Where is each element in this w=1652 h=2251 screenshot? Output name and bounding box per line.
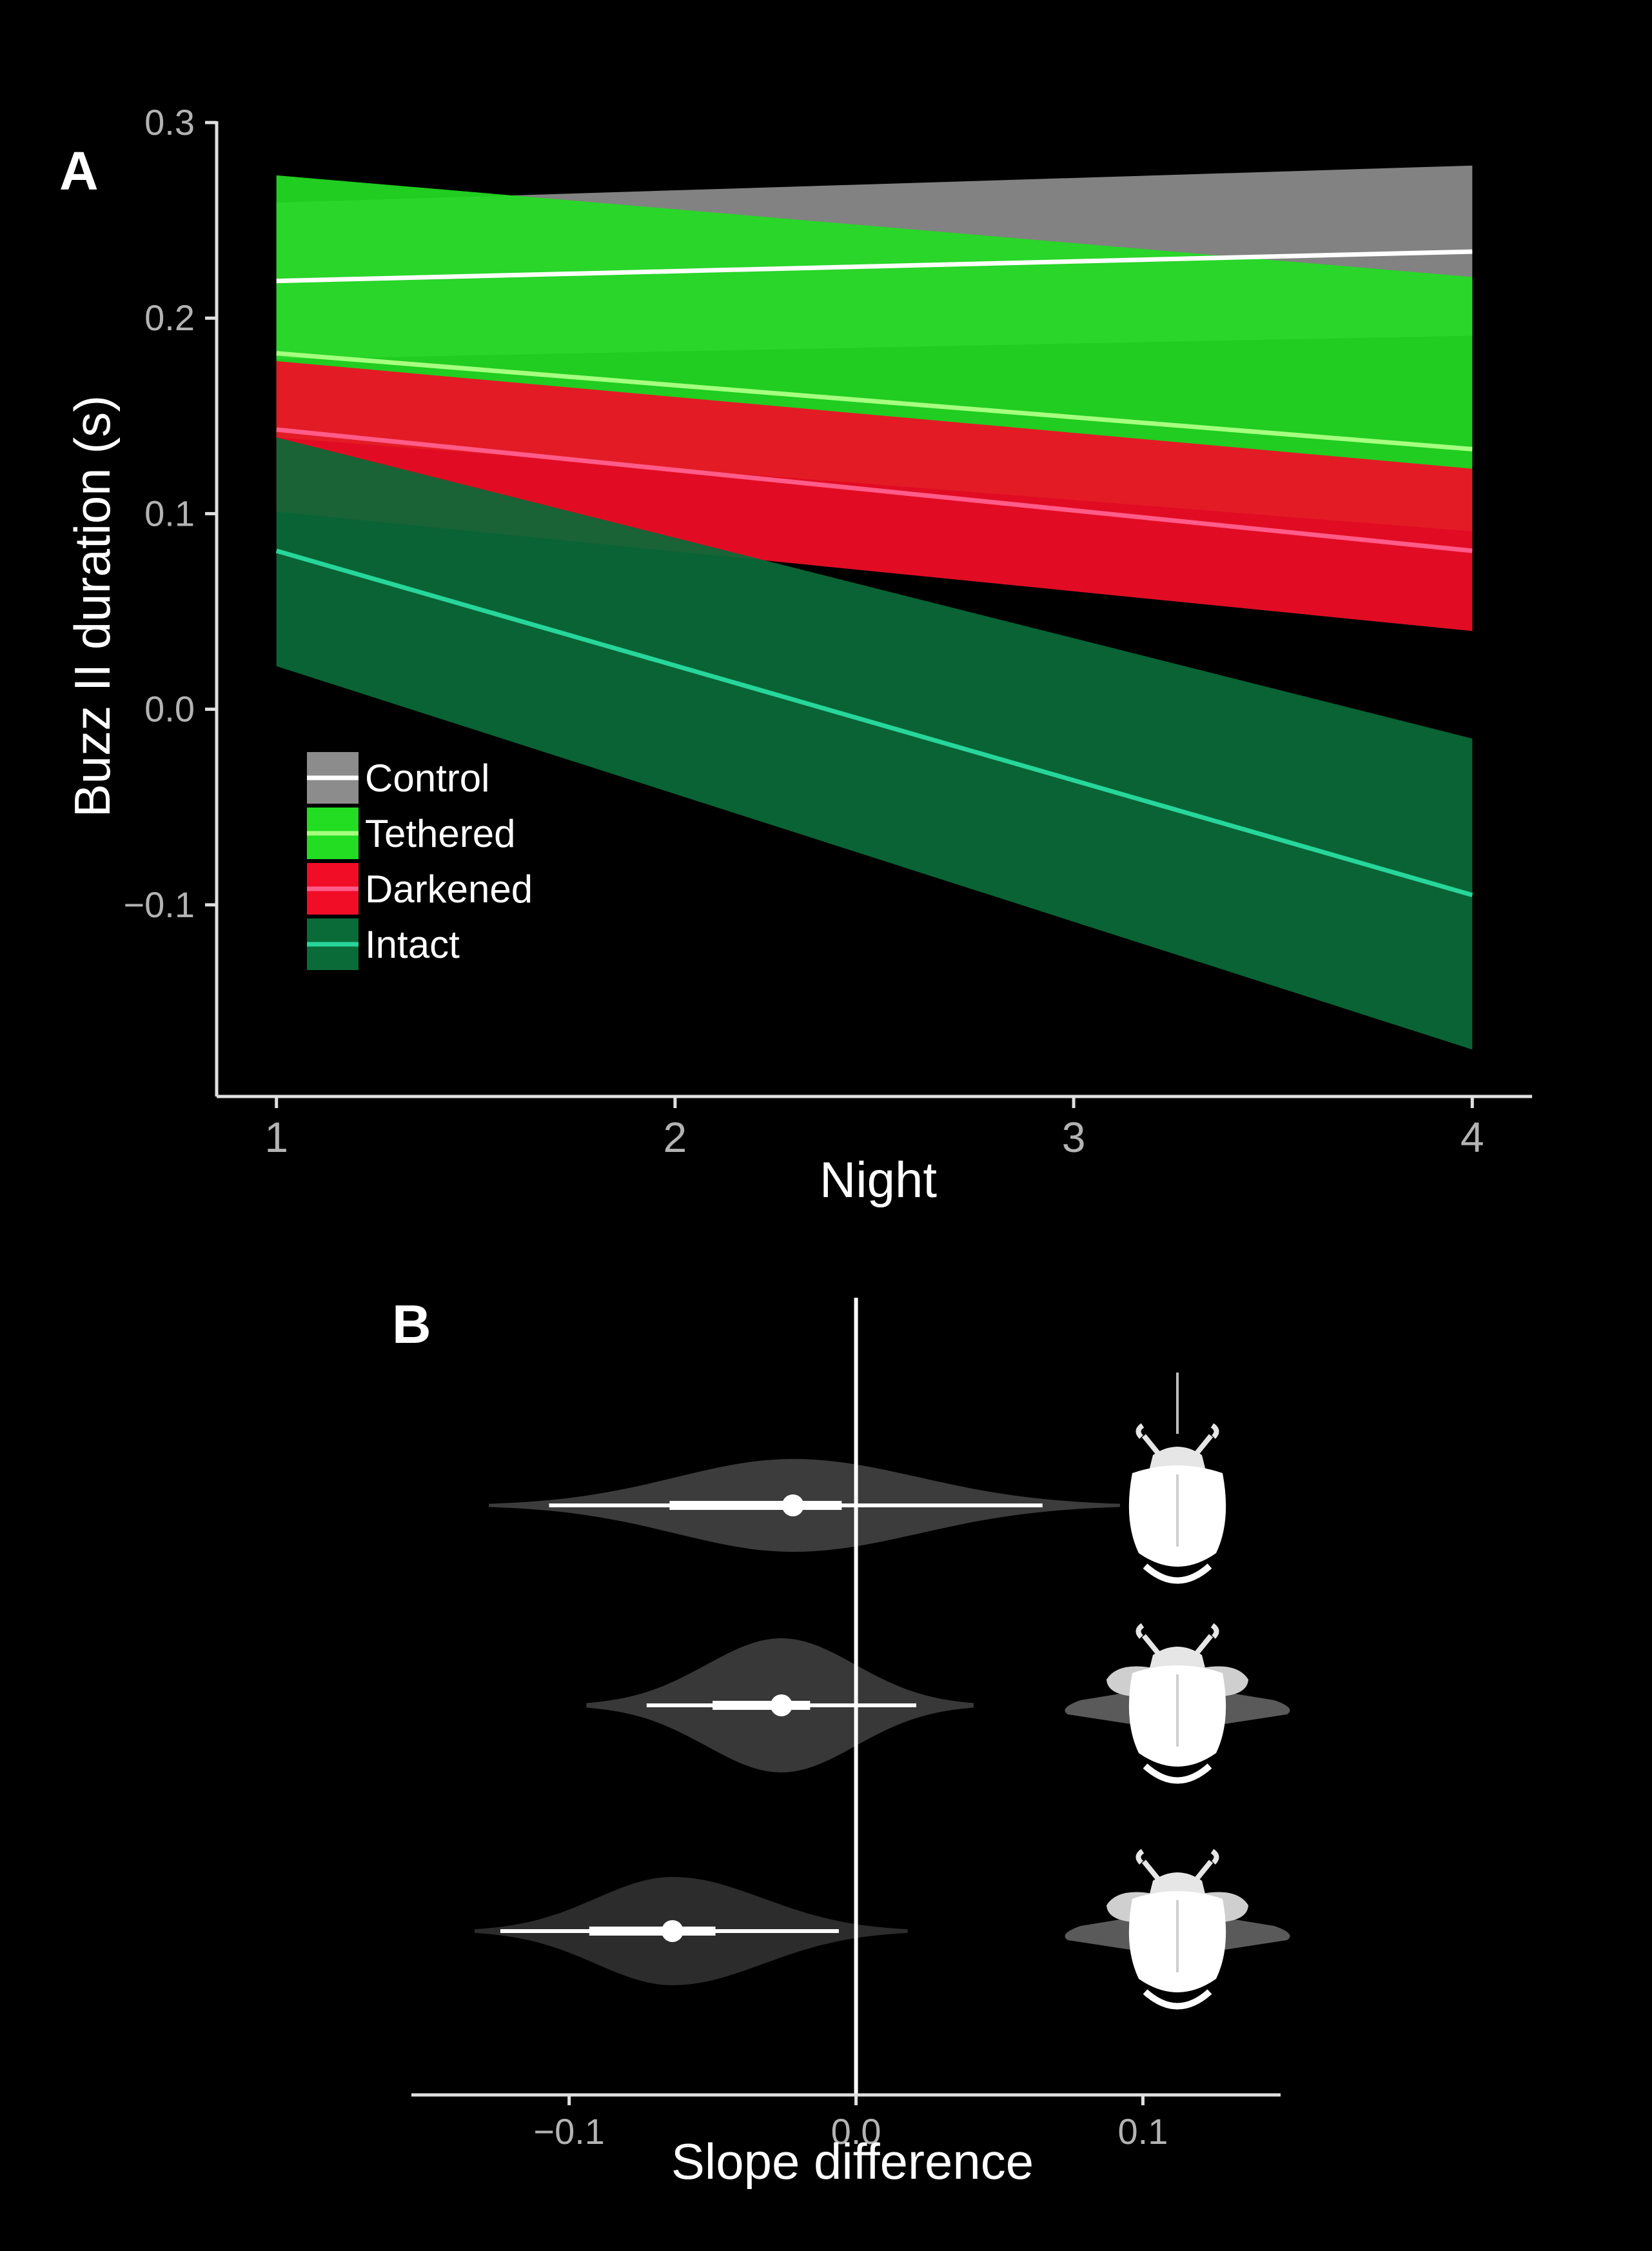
line-tethered (276, 351, 1473, 451)
x-tick-label-b: −0.1 (533, 2111, 605, 2152)
band-intact (276, 437, 1473, 1050)
violins (474, 1459, 1120, 1985)
median-point-2 (770, 1694, 792, 1716)
y-axis: −0.1 0.0 0.1 0.2 0.3 (123, 102, 219, 1096)
legend-label-darkened: Darkened (365, 868, 533, 911)
panel-b: B −0.1 0.0 0.1 Slope difference (392, 1294, 1290, 2190)
y-tick-label: 0.3 (144, 102, 195, 143)
x-ticks: 1 2 3 4 (264, 1096, 1484, 1161)
beetle-body (1129, 1625, 1226, 1781)
band-darkened (276, 361, 1473, 631)
median-point-3 (661, 1920, 683, 1942)
beetle-icons (1065, 1373, 1290, 2007)
x-tick-label: 4 (1460, 1113, 1484, 1161)
y-tick-label: −0.1 (123, 884, 195, 925)
x-axis-title: Night (820, 1151, 937, 1208)
beetle-wings-spread-icon (1065, 1625, 1290, 1781)
line-control (276, 249, 1473, 284)
x-ticks-b: −0.1 0.0 0.1 (533, 2095, 1168, 2152)
y-axis-title: Buzz II duration (s) (64, 395, 121, 818)
interval-markers (500, 1494, 1043, 1942)
confidence-bands (276, 165, 1473, 1050)
y-tick-label: 0.1 (144, 493, 195, 533)
panel-label-b: B (392, 1294, 431, 1354)
beetle-body (1129, 1851, 1226, 2007)
trend-lines (275, 249, 1473, 898)
y-ticks: −0.1 0.0 0.1 0.2 0.3 (123, 102, 217, 925)
x-tick-label-b: 0.1 (1118, 2111, 1168, 2152)
y-tick-label: 0.0 (144, 689, 195, 729)
x-tick-label: 2 (664, 1113, 687, 1161)
panel-label-a: A (59, 141, 99, 201)
legend-label-tethered: Tethered (365, 812, 516, 855)
x-tick-label-b: 0.0 (831, 2111, 881, 2152)
beetle-wings-spread-icon (1065, 1851, 1290, 2007)
legend-label-intact: Intact (365, 923, 460, 966)
y-tick-label: 0.2 (144, 297, 195, 338)
legend: Control Tethered Darkened Intact (307, 752, 533, 970)
median-point-1 (782, 1494, 804, 1516)
legend-label-control: Control (365, 757, 489, 800)
x-axis: 1 2 3 4 (217, 1095, 1532, 1161)
line-intact (275, 548, 1473, 898)
x-tick-label: 1 (264, 1113, 288, 1161)
panel-a: −0.1 0.0 0.1 0.2 0.3 1 2 3 4 A Night Buzz II du… (59, 102, 1532, 1208)
beetle-wings-folded-icon (1129, 1373, 1226, 1581)
x-axis-title-b: Slope difference (671, 2133, 1034, 2190)
line-darkened (276, 427, 1473, 553)
beetle-body (1129, 1425, 1226, 1581)
x-tick-label: 3 (1062, 1113, 1086, 1161)
